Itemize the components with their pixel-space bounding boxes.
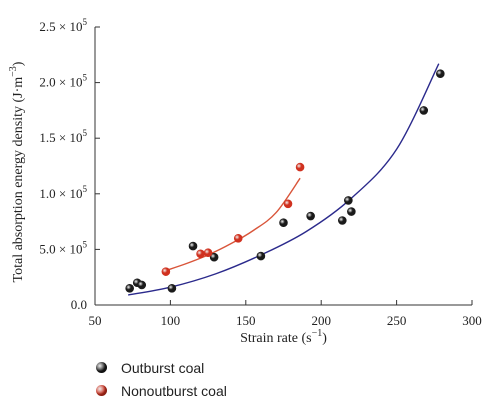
data-point-outburst (306, 211, 315, 221)
chart-fit-lines (128, 63, 440, 296)
data-point-outburst (209, 252, 219, 262)
fit-line-outburst (128, 63, 440, 296)
data-point-nonoutburst (233, 233, 243, 243)
data-point-nonoutburst (161, 267, 171, 276)
data-point-nonoutburst (295, 162, 305, 172)
legend-item-nonoutburst: Nonoutburst coal (96, 379, 227, 402)
y-axis-title: Total absorption energy density (J·m−3) (8, 61, 26, 282)
legend-item-outburst: Outburst coal (96, 356, 227, 379)
x-axis-title: Strain rate (s−1) (240, 328, 327, 346)
chart-points (125, 69, 445, 293)
data-point-outburst (347, 207, 356, 216)
x-tick-label: 100 (161, 313, 181, 328)
data-point-outburst (125, 284, 134, 293)
fit-line-nonoutburst (165, 177, 301, 272)
data-point-nonoutburst (196, 249, 205, 259)
data-point-outburst (256, 251, 266, 261)
legend-label-nonoutburst: Nonoutburst coal (121, 382, 227, 399)
data-point-outburst (419, 106, 429, 115)
y-tick-label: 2.0 × 105 (39, 73, 87, 90)
data-point-outburst (167, 284, 177, 293)
legend: Outburst coal Nonoutburst coal (96, 356, 227, 402)
x-tick-label: 250 (387, 313, 407, 328)
data-point-nonoutburst (203, 248, 213, 258)
x-tick-label: 200 (311, 313, 331, 328)
legend-label-outburst: Outburst coal (121, 359, 205, 376)
data-point-outburst (188, 241, 198, 251)
y-tick-label: 1.0 × 105 (39, 184, 87, 201)
y-tick-label: 2.5 × 105 (39, 17, 87, 34)
data-point-outburst (338, 216, 347, 225)
data-point-outburst (344, 196, 353, 205)
y-tick-label: 0.0 (71, 297, 87, 312)
y-tick-label: 5.0 × 105 (39, 239, 87, 256)
x-tick-label: 300 (462, 313, 482, 328)
legend-marker-nonoutburst (96, 385, 107, 396)
data-point-outburst (436, 69, 445, 79)
y-tick-label: 1.5 × 105 (39, 128, 87, 145)
data-point-outburst (137, 280, 147, 290)
x-tick-label: 50 (89, 313, 102, 328)
data-point-nonoutburst (283, 199, 293, 209)
data-point-outburst (279, 218, 288, 228)
legend-marker-outburst (96, 362, 107, 373)
chart-axes: 50 100 150 200 250 300 0.0 5.0 × 105 1.0 × 105 1.… (39, 17, 481, 328)
x-tick-label: 150 (236, 313, 256, 328)
